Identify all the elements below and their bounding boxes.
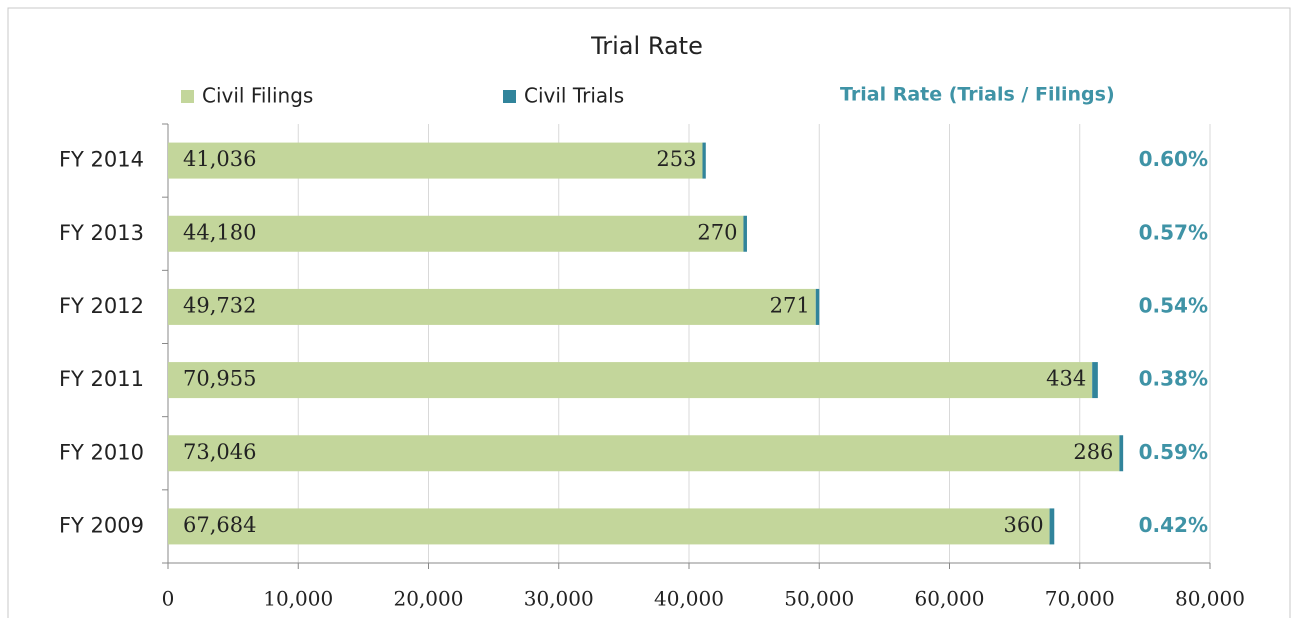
bar bbox=[815, 288, 820, 325]
data-label: 70,955 bbox=[183, 367, 256, 391]
data-label: 44,180 bbox=[183, 220, 256, 244]
data-label: 49,732 bbox=[183, 293, 256, 317]
bar bbox=[168, 215, 744, 252]
x-tick-label: 50,000 bbox=[784, 587, 854, 611]
y-tick-label: FY 2010 bbox=[59, 440, 144, 464]
bar bbox=[168, 435, 1120, 472]
data-label: 73,046 bbox=[183, 440, 256, 464]
x-tick-label: 60,000 bbox=[915, 587, 985, 611]
data-label: 434 bbox=[1046, 367, 1086, 391]
x-tick-label: 80,000 bbox=[1175, 587, 1245, 611]
bar bbox=[168, 288, 816, 325]
x-tick-label: 70,000 bbox=[1045, 587, 1115, 611]
data-label: 253 bbox=[656, 147, 696, 171]
y-tick-label: FY 2012 bbox=[59, 294, 144, 318]
y-tick-label: FY 2014 bbox=[59, 148, 144, 172]
legend-swatch bbox=[181, 90, 194, 103]
legend-label: Trial Rate (Trials / Filings) bbox=[840, 84, 1115, 106]
y-tick-label: FY 2011 bbox=[59, 367, 144, 391]
bar bbox=[168, 508, 1050, 545]
x-tick-label: 10,000 bbox=[263, 587, 333, 611]
bar bbox=[1119, 435, 1124, 472]
data-label: 67,684 bbox=[183, 513, 256, 537]
bar bbox=[743, 215, 747, 252]
data-label: 270 bbox=[697, 220, 737, 244]
trial-rate-label: 0.57% bbox=[1139, 220, 1208, 244]
y-tick-label: FY 2009 bbox=[59, 513, 144, 537]
chart-title: Trial Rate bbox=[590, 32, 703, 60]
data-label: 271 bbox=[770, 293, 810, 317]
legend-swatch bbox=[503, 90, 516, 103]
trial-rate-label: 0.60% bbox=[1139, 147, 1208, 171]
x-tick-label: 0 bbox=[162, 587, 175, 611]
data-label: 41,036 bbox=[183, 147, 256, 171]
y-tick-label: FY 2013 bbox=[59, 221, 144, 245]
legend-label: Civil Trials bbox=[524, 84, 624, 108]
data-label: 286 bbox=[1073, 440, 1113, 464]
legend-label: Civil Filings bbox=[202, 84, 313, 108]
trial-rate-label: 0.38% bbox=[1139, 367, 1208, 391]
trial-rate-label: 0.54% bbox=[1139, 293, 1208, 317]
data-label: 360 bbox=[1003, 513, 1043, 537]
bar bbox=[168, 362, 1093, 399]
trial-rate-label: 0.42% bbox=[1139, 513, 1208, 537]
bar bbox=[1049, 508, 1055, 545]
trial-rate-label: 0.59% bbox=[1139, 440, 1208, 464]
x-tick-label: 30,000 bbox=[524, 587, 594, 611]
bar bbox=[1092, 362, 1098, 399]
x-tick-label: 20,000 bbox=[394, 587, 464, 611]
bar bbox=[168, 142, 703, 179]
bar bbox=[702, 142, 706, 179]
x-tick-label: 40,000 bbox=[654, 587, 724, 611]
